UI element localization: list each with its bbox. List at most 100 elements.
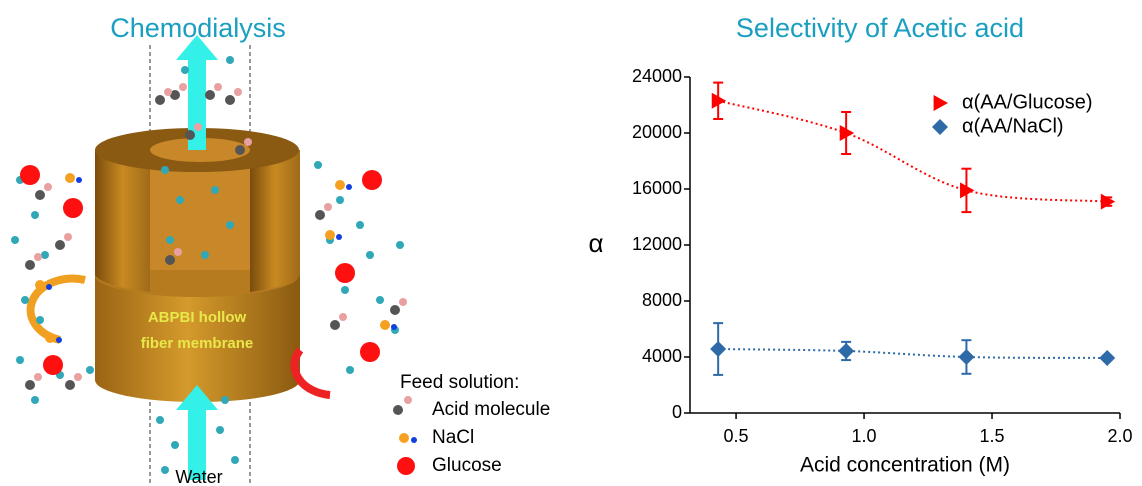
water-molecule xyxy=(16,356,24,364)
water-molecule xyxy=(21,296,29,304)
data-point xyxy=(710,341,726,357)
water-molecule xyxy=(86,366,94,374)
water-molecule xyxy=(226,221,234,229)
glucose xyxy=(362,170,382,190)
water-molecule xyxy=(201,251,209,259)
water-molecule xyxy=(156,416,164,424)
y-tick-label: 4000 xyxy=(642,346,682,366)
y-tick-label: 20000 xyxy=(632,122,682,142)
y-tick-label: 8000 xyxy=(642,290,682,310)
legend-title: Feed solution: xyxy=(400,372,519,393)
acid-molecule xyxy=(244,138,252,146)
water-molecule xyxy=(176,196,184,204)
x-tick-label: 2.0 xyxy=(1107,426,1132,446)
water-molecule xyxy=(376,296,384,304)
acid-molecule xyxy=(165,255,175,265)
water-molecule xyxy=(41,251,49,259)
glucose xyxy=(360,342,380,362)
acid-molecule xyxy=(64,233,72,241)
acid-molecule xyxy=(35,190,45,200)
cylinder-upper xyxy=(95,150,150,292)
water-molecule xyxy=(314,161,322,169)
y-tick-label: 0 xyxy=(672,402,682,422)
x-tick-label: 1.0 xyxy=(852,426,877,446)
trend-line xyxy=(718,349,1107,358)
water-molecule xyxy=(366,251,374,259)
water-molecule xyxy=(346,366,354,374)
acid-molecule xyxy=(55,240,65,250)
nacl xyxy=(325,230,335,240)
y-tick-label: 12000 xyxy=(632,234,682,254)
data-point xyxy=(958,349,974,365)
nacl xyxy=(336,234,342,240)
data-point xyxy=(1101,194,1115,210)
nacl-icon xyxy=(399,433,409,443)
nacl xyxy=(391,324,397,330)
acid-molecule xyxy=(194,123,202,131)
y-axis-label: α xyxy=(588,228,603,258)
acid-molecule xyxy=(34,373,42,381)
chart: Selectivity of Acetic acid Acid concentr… xyxy=(588,13,1132,476)
acid-molecule xyxy=(74,373,82,381)
legend-marker xyxy=(934,95,948,111)
acid-molecule xyxy=(164,88,172,96)
glucose-icon xyxy=(397,457,415,475)
acid-molecule xyxy=(330,320,340,330)
acid-molecule xyxy=(315,210,325,220)
nacl xyxy=(65,173,75,183)
water-molecule xyxy=(36,316,44,324)
acid-molecule xyxy=(34,253,42,261)
acid-icon xyxy=(393,405,403,415)
water-molecule xyxy=(211,186,219,194)
x-axis-label: Acid concentration (M) xyxy=(800,454,1010,477)
acid-molecule xyxy=(25,380,35,390)
legend-label: α(AA/Glucose) xyxy=(962,91,1093,113)
legend-label: NaCl xyxy=(432,427,474,448)
y-tick-label: 16000 xyxy=(632,178,682,198)
nacl xyxy=(380,320,390,330)
water-molecule xyxy=(341,286,349,294)
acid-molecule xyxy=(205,90,215,100)
acid-molecule xyxy=(234,88,242,96)
nacl xyxy=(45,333,55,343)
figure: Chemodialysis ABPBI hollow fiber membran… xyxy=(0,0,1142,486)
data-point xyxy=(1099,350,1115,366)
x-tick-label: 0.5 xyxy=(724,426,749,446)
glucose xyxy=(63,198,83,218)
y-tick-label: 24000 xyxy=(632,66,682,86)
acid-molecule xyxy=(25,260,35,270)
water-molecule xyxy=(31,211,39,219)
glucose xyxy=(335,263,355,283)
acid-molecule xyxy=(339,313,347,321)
legend-marker xyxy=(932,119,948,135)
water-molecule xyxy=(161,466,169,474)
water-molecule xyxy=(226,56,234,64)
nacl xyxy=(346,184,352,190)
legend-label: Acid molecule xyxy=(432,399,550,420)
legend-label: α(AA/NaCl) xyxy=(962,115,1064,137)
nacl-icon xyxy=(411,437,417,443)
acid-molecule xyxy=(324,203,332,211)
nacl xyxy=(35,280,45,290)
nacl xyxy=(56,337,62,343)
acid-molecule xyxy=(390,305,400,315)
acid-molecule xyxy=(225,95,235,105)
water-molecule xyxy=(31,396,39,404)
water-molecule xyxy=(221,396,229,404)
water-molecule xyxy=(166,236,174,244)
data-point xyxy=(838,343,854,359)
water-molecule xyxy=(231,456,239,464)
nacl xyxy=(46,284,52,290)
acid-molecule xyxy=(235,145,245,155)
membrane-label: fiber membrane xyxy=(141,335,254,352)
acid-molecule xyxy=(399,298,407,306)
water-label: Water xyxy=(175,467,222,486)
cylinder-upper xyxy=(250,150,300,292)
nacl xyxy=(335,180,345,190)
water-molecule xyxy=(216,426,224,434)
x-tick-label: 1.5 xyxy=(980,426,1005,446)
water-molecule xyxy=(356,221,364,229)
membrane-label: ABPBI hollow xyxy=(148,309,247,326)
chart-title: Selectivity of Acetic acid xyxy=(736,13,1024,43)
acid-molecule xyxy=(179,83,187,91)
